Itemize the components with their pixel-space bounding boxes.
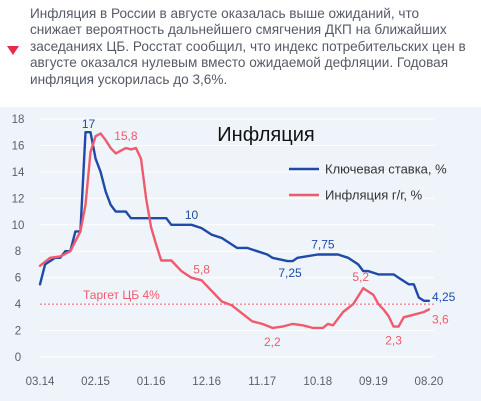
y-tick-label: 0	[15, 352, 21, 364]
red-triangle-bullet-icon	[7, 46, 19, 55]
chart-svg: 0 2 4 6 8 10 12 14 16 18 03.14 02.15 01.16 12.16 11.1…	[12, 114, 456, 388]
y-axis: 0 2 4 6 8 10 12 14 16 18	[12, 114, 25, 364]
y-tick-label: 2	[15, 326, 21, 338]
data-label: 7,75	[311, 238, 335, 252]
chart-grid	[40, 118, 434, 358]
x-tick-label: 12.16	[192, 376, 221, 388]
data-label: 5,8	[193, 262, 210, 276]
x-tick-label: 11.17	[248, 376, 276, 388]
inflation-line	[38, 132, 431, 330]
data-labels: 17 15,8 10 5,8 7,25 7,75 2,2 5,2 2,3 4,25 3,6	[82, 117, 456, 349]
y-tick-label: 16	[12, 140, 25, 152]
data-label: 10	[185, 208, 199, 222]
x-tick-label: 02.15	[81, 376, 110, 388]
inflation-chart: 0 2 4 6 8 10 12 14 16 18 03.14 02.15 01.16 12.16 11.1…	[0, 107, 481, 401]
key-rate-line	[38, 131, 431, 303]
x-tick-label: 08.20	[415, 376, 444, 388]
data-label: 2,3	[385, 334, 402, 348]
y-tick-label: 14	[12, 167, 25, 179]
x-tick-label: 09.19	[359, 376, 388, 388]
series-lines	[38, 131, 431, 330]
target-line-group: Таргет ЦБ 4%	[40, 288, 434, 305]
data-label: 3,6	[432, 312, 449, 326]
y-tick-label: 6	[15, 273, 21, 285]
x-tick-label: 01.16	[137, 376, 166, 388]
data-label: 17	[82, 117, 96, 131]
data-label: 4,25	[432, 290, 456, 304]
x-tick-label: 03.14	[26, 376, 55, 388]
y-tick-label: 18	[12, 114, 25, 126]
data-label: 2,2	[264, 335, 281, 349]
y-tick-label: 12	[12, 193, 25, 205]
data-label: 15,8	[114, 129, 138, 143]
chart-title: Инфляция	[217, 124, 314, 146]
y-tick-label: 8	[15, 246, 21, 258]
chart-legend: Ключевая ставка, % Инфляция г/г, %	[289, 162, 447, 203]
y-tick-label: 10	[12, 220, 25, 232]
x-tick-label: 10.18	[303, 376, 332, 388]
x-axis: 03.14 02.15 01.16 12.16 11.17 10.18 09.19 08.20	[26, 376, 444, 388]
data-label: 7,25	[278, 266, 302, 280]
target-line-label: Таргет ЦБ 4%	[83, 288, 160, 302]
data-label: 5,2	[352, 270, 369, 284]
legend-label: Инфляция г/г, %	[325, 188, 423, 203]
y-tick-label: 4	[15, 299, 22, 311]
legend-label: Ключевая ставка, %	[325, 162, 447, 177]
news-caption: Инфляция в России в августе оказалась вы…	[30, 6, 466, 87]
